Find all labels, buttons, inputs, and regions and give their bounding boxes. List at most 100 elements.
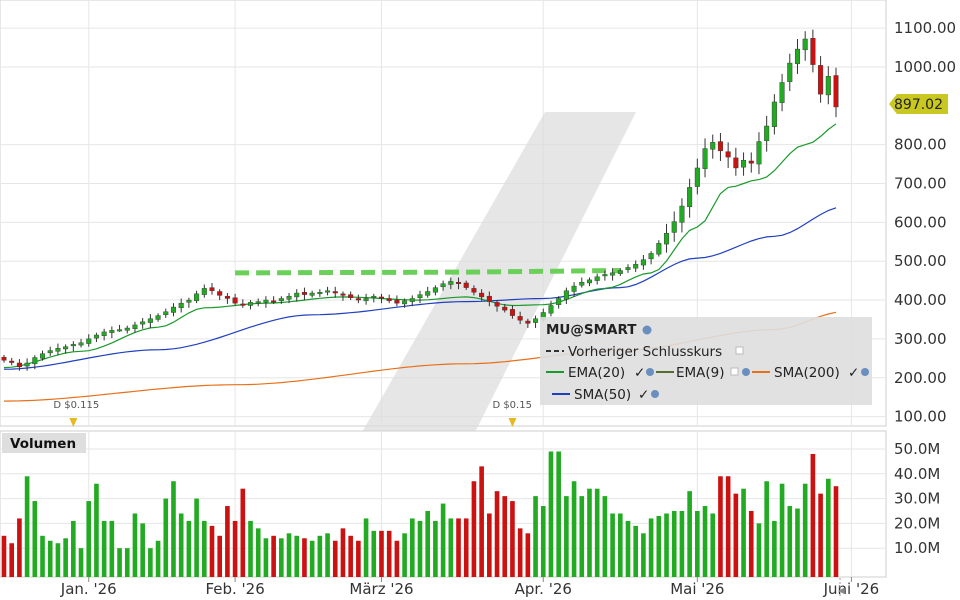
volume-bar bbox=[371, 530, 377, 577]
y-tick-label: 500.00 bbox=[894, 252, 947, 270]
candle-body bbox=[155, 315, 161, 320]
volume-bar bbox=[440, 503, 446, 577]
candle-body bbox=[779, 82, 785, 103]
volume-bar bbox=[425, 511, 431, 577]
sma200-settings-icon[interactable] bbox=[861, 368, 869, 376]
candle-body bbox=[448, 281, 454, 285]
volume-bar bbox=[641, 533, 646, 577]
candle-body bbox=[309, 292, 315, 296]
ema9-settings-icon[interactable] bbox=[742, 368, 750, 376]
scroll-right-icon[interactable]: ◂ bbox=[838, 583, 844, 597]
volume-bar bbox=[764, 481, 769, 577]
ema20-settings-icon[interactable] bbox=[646, 368, 654, 376]
candle-body bbox=[271, 300, 277, 303]
candle-body bbox=[63, 346, 69, 350]
volume-bar bbox=[101, 520, 107, 577]
volume-bar bbox=[656, 515, 662, 577]
candle-body bbox=[224, 295, 230, 299]
symbol-info-icon[interactable] bbox=[642, 325, 652, 335]
candle-body bbox=[194, 293, 200, 302]
candle-body bbox=[355, 298, 361, 301]
x-tick-label: März '26 bbox=[349, 580, 413, 598]
x-tick-label: Juni '26 bbox=[823, 580, 880, 598]
candle-body bbox=[170, 306, 176, 313]
volume-bar bbox=[24, 476, 30, 577]
volume-bar bbox=[433, 520, 438, 577]
y-tick-label: 1100.00 bbox=[894, 19, 956, 37]
volume-bar bbox=[479, 466, 484, 577]
candle-body bbox=[679, 205, 685, 223]
volume-bar bbox=[725, 476, 731, 577]
candle-body bbox=[525, 320, 531, 324]
volume-bar bbox=[833, 486, 839, 577]
volume-bar bbox=[756, 523, 762, 577]
volume-bar bbox=[9, 543, 15, 577]
dividend-label: D $0.115 bbox=[53, 400, 99, 411]
volume-bar bbox=[456, 518, 461, 577]
x-tick-label: Apr. '26 bbox=[515, 580, 572, 598]
ema9-toggle-icon[interactable] bbox=[730, 367, 739, 376]
candle-body bbox=[363, 298, 369, 302]
candle-body bbox=[124, 327, 130, 331]
volume-bar bbox=[402, 533, 407, 577]
candle-body bbox=[771, 101, 777, 127]
volume-bar bbox=[332, 540, 338, 577]
y-tick-label: 400.00 bbox=[894, 291, 947, 309]
volume-bar bbox=[17, 518, 22, 577]
legend-prev-close: Vorheriger Schlusskurs bbox=[568, 344, 722, 360]
volume-bar bbox=[571, 481, 577, 577]
candle-body bbox=[702, 148, 708, 169]
candle-body bbox=[571, 285, 577, 292]
sma200-check-icon[interactable]: ✓ bbox=[848, 365, 859, 381]
candle-body bbox=[425, 291, 431, 296]
volume-bar bbox=[802, 483, 808, 577]
candle-body bbox=[301, 292, 307, 295]
candle-body bbox=[178, 302, 184, 309]
volume-bar bbox=[448, 518, 454, 577]
volume-bar bbox=[810, 453, 816, 577]
volume-title-box bbox=[2, 433, 86, 453]
y-tick-label: 800.00 bbox=[894, 136, 947, 154]
legend-symbol: MU@SMART bbox=[546, 322, 637, 338]
volume-bar bbox=[540, 506, 546, 577]
x-tick-label: Feb. '26 bbox=[205, 580, 264, 598]
candle-body bbox=[417, 294, 423, 298]
candle-body bbox=[463, 282, 469, 288]
volume-bar bbox=[171, 481, 176, 577]
candle-body bbox=[694, 167, 700, 187]
volume-bar bbox=[556, 451, 561, 577]
volume-bar bbox=[124, 548, 130, 577]
prev-close-toggle-icon[interactable] bbox=[735, 346, 744, 355]
candle-body bbox=[725, 151, 731, 158]
volume-bar bbox=[741, 488, 746, 577]
volume-bar bbox=[394, 540, 400, 577]
candle-body bbox=[55, 348, 61, 352]
sma50-settings-icon[interactable] bbox=[651, 390, 659, 398]
volume-bar bbox=[594, 488, 600, 577]
candle-body bbox=[386, 298, 392, 302]
sma50-check-icon[interactable]: ✓ bbox=[638, 387, 649, 403]
volume-bar bbox=[517, 528, 523, 577]
volume-bar bbox=[671, 511, 677, 577]
candle-body bbox=[671, 221, 677, 233]
candle-body bbox=[402, 300, 408, 305]
volume-bar bbox=[687, 491, 692, 577]
volume-bar bbox=[132, 513, 138, 577]
candle-body bbox=[825, 76, 831, 96]
dividend-arrow bbox=[69, 418, 78, 427]
candle-body bbox=[163, 311, 169, 316]
volume-bar bbox=[587, 488, 592, 577]
ema20-check-icon[interactable]: ✓ bbox=[634, 365, 645, 381]
volume-bar bbox=[487, 513, 492, 577]
svg-text:897.02: 897.02 bbox=[894, 97, 943, 113]
volume-bar bbox=[818, 493, 823, 577]
candle-body bbox=[263, 299, 269, 303]
volume-bar bbox=[248, 520, 253, 577]
volume-bar bbox=[263, 538, 269, 577]
volume-bar bbox=[579, 496, 585, 577]
volume-bar bbox=[787, 506, 793, 577]
candle-body bbox=[471, 288, 477, 293]
volume-bar bbox=[271, 535, 276, 577]
candle-body bbox=[317, 292, 323, 295]
volume-bar bbox=[494, 491, 500, 577]
